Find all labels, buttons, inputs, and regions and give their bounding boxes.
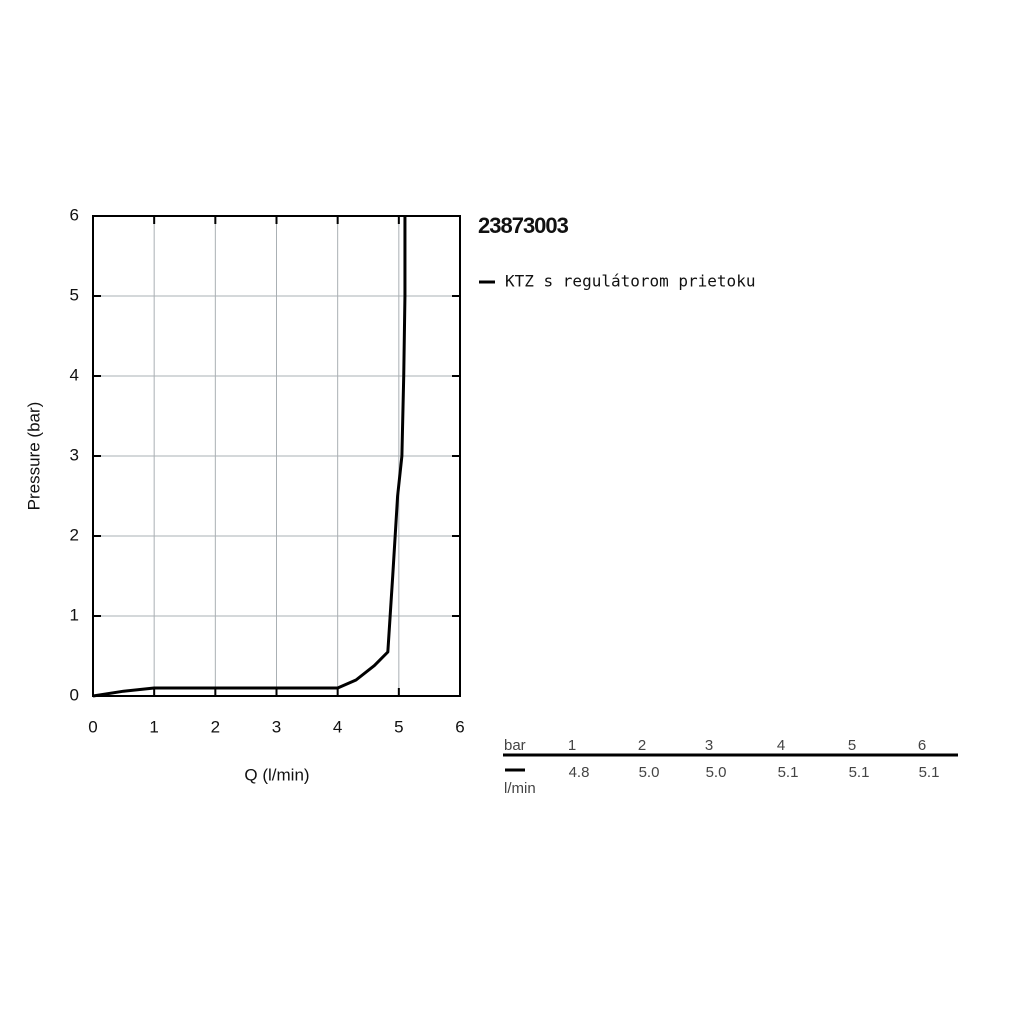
- x-tick-label: 2: [211, 717, 220, 736]
- table-cell: 5.1: [919, 764, 940, 781]
- data-line: [92, 216, 407, 698]
- x-tick-label: 6: [455, 717, 464, 736]
- table-header: 1: [568, 737, 576, 754]
- table-cell: 5.0: [706, 764, 727, 781]
- x-tick-label: 1: [149, 717, 158, 736]
- x-tick-label: 4: [333, 717, 342, 736]
- table-row-label: l/min: [504, 780, 536, 797]
- chart-title: 23873003: [478, 213, 569, 238]
- y-tick-label: 0: [70, 685, 79, 704]
- table-cell: 4.8: [569, 764, 590, 781]
- x-tick-label: 5: [394, 717, 403, 736]
- y-tick-label: 6: [70, 205, 79, 224]
- table-header: 2: [638, 737, 646, 754]
- table-header: 3: [705, 737, 713, 754]
- x-tick-label: 3: [272, 717, 281, 736]
- table-cell: 5.0: [639, 764, 660, 781]
- table-cell: 5.1: [849, 764, 870, 781]
- x-axis-label: Q (l/min): [244, 765, 309, 784]
- table-header: bar: [504, 737, 526, 754]
- table-header: 6: [918, 737, 926, 754]
- y-tick-label: 2: [70, 525, 79, 544]
- legend-label: KTZ s regulátorom prietoku: [505, 272, 755, 291]
- x-tick-label: 0: [88, 717, 97, 736]
- y-tick-label: 5: [70, 285, 79, 304]
- y-tick-label: 3: [70, 445, 79, 464]
- y-tick-label: 1: [70, 605, 79, 624]
- plot-frame: [92, 215, 461, 697]
- table-cell: 5.1: [778, 764, 799, 781]
- y-tick-label: 4: [70, 365, 79, 384]
- y-axis-label: Pressure (bar): [24, 402, 43, 511]
- table-header: 4: [777, 737, 785, 754]
- table-header: 5: [848, 737, 856, 754]
